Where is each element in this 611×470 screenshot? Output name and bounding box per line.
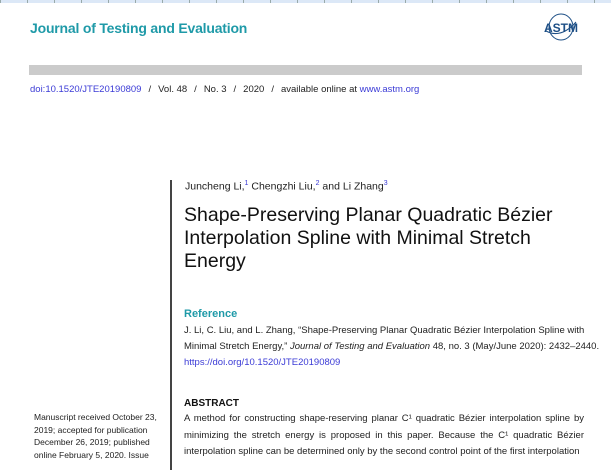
issue: No. 3 xyxy=(203,84,227,95)
reference-text: J. Li, C. Liu, and L. Zhang, “Shape-Pres… xyxy=(184,325,600,368)
column-divider xyxy=(170,180,172,470)
volume: Vol. 48 xyxy=(158,84,188,95)
reference-heading: Reference xyxy=(184,308,238,320)
authors: Juncheng Li,1 Chengzhi Liu,2 and Li Zhan… xyxy=(185,180,388,193)
paper-title: Shape-Preserving Planar Quadratic Bézier… xyxy=(184,204,553,272)
header-bar xyxy=(29,65,582,75)
svg-text:ASTM: ASTM xyxy=(544,21,578,35)
year: 2020 xyxy=(243,84,265,95)
site-link[interactable]: www.astm.org xyxy=(359,84,420,95)
journal-title: Journal of Testing and Evaluation xyxy=(30,20,248,36)
astm-logo: ASTM xyxy=(544,13,578,41)
manuscript-note: Manuscript received October 23, 2019; ac… xyxy=(34,412,157,460)
ruler xyxy=(0,0,611,3)
citation-meta: doi:10.1520/JTE20190809/Vol. 48/No. 3/20… xyxy=(30,84,420,95)
abstract-text: A method for constructing shape-reservin… xyxy=(184,413,584,457)
doi-link[interactable]: doi:10.1520/JTE20190809 xyxy=(30,84,142,95)
abstract-heading: ABSTRACT xyxy=(184,398,239,409)
reference-doi-link[interactable]: https://doi.org/10.1520/JTE20190809 xyxy=(184,357,341,368)
